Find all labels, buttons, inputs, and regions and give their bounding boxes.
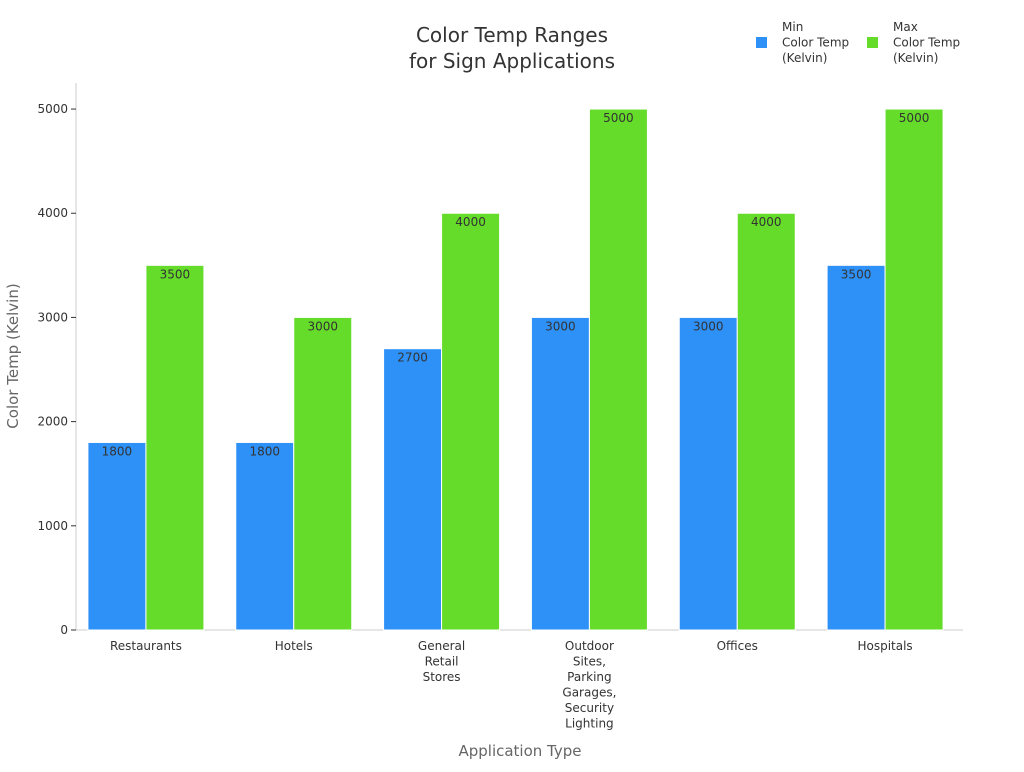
bar-value-label: 3000: [545, 319, 576, 333]
bar-value-label: 3000: [693, 319, 724, 333]
bar-value-label: 1800: [249, 444, 280, 458]
bar-min: [87, 441, 147, 631]
x-category-label-line: Offices: [717, 639, 758, 653]
bars: [87, 108, 944, 631]
bar-min: [678, 316, 738, 631]
bar-min: [530, 316, 590, 631]
bar-min: [826, 264, 886, 631]
x-category-label: General Retail Stores: [418, 639, 465, 684]
bar-max: [736, 212, 796, 631]
x-category-label-line: Parking: [567, 670, 612, 684]
legend-label-line: Color Temp: [782, 36, 849, 50]
bar-value-label: 5000: [603, 111, 634, 125]
bar-value-label: 4000: [751, 215, 782, 229]
chart-title-text: Color Temp Ranges for Sign Applications: [409, 23, 615, 73]
chart-title-line: Color Temp Ranges: [416, 23, 608, 47]
legend-label-line: (Kelvin): [782, 51, 827, 65]
x-category-label-line: Lighting: [565, 717, 614, 731]
y-tick-label: 2000: [37, 415, 68, 429]
bar-value-label: 1800: [102, 444, 133, 458]
bar-value-label: 3500: [841, 267, 872, 281]
x-category-label: Offices: [717, 639, 758, 653]
chart-title: Color Temp Ranges for Sign Applications: [409, 23, 615, 73]
x-category-label-line: Restaurants: [110, 639, 182, 653]
legend-swatch: [867, 37, 878, 48]
bar-max: [293, 316, 353, 631]
legend-swatch: [756, 37, 767, 48]
bar-max: [884, 108, 944, 631]
legend-label-line: Min: [782, 20, 803, 34]
x-category-label-line: Sites,: [573, 655, 606, 669]
x-category-label: Restaurants: [110, 639, 182, 653]
legend-label: Min Color Temp (Kelvin): [782, 20, 849, 65]
category-labels: Restaurants Hotels General Retail Stores Outd…: [110, 639, 913, 731]
legend-label: Max Color Temp (Kelvin): [893, 20, 960, 65]
bar-max: [441, 212, 501, 631]
y-tick-label: 4000: [37, 206, 68, 220]
chart-title-line: for Sign Applications: [409, 49, 615, 73]
axes: 0 1000 2000 3000 4000 5000: [37, 83, 963, 637]
x-category-label: Hospitals: [857, 639, 912, 653]
x-category-label-line: Garages,: [562, 686, 616, 700]
bar-value-labels: 1800 3500 1800 3000 2700 4000 3000 5000 3000 4000…: [102, 111, 930, 458]
y-axis-title: Color Temp (Kelvin): [4, 283, 22, 428]
bar-max: [588, 108, 648, 631]
x-category-label-line: Stores: [423, 670, 461, 684]
legend-label-line: Color Temp: [893, 36, 960, 50]
bar-value-label: 3500: [160, 267, 191, 281]
x-category-label-line: Security: [565, 701, 614, 715]
bar-value-label: 2700: [397, 351, 428, 365]
legend-label-line: Max: [893, 20, 918, 34]
bar-value-label: 4000: [455, 215, 486, 229]
x-category-label-line: General: [418, 639, 465, 653]
y-tick-label: 3000: [37, 310, 68, 324]
x-axis-title: Application Type: [458, 742, 581, 760]
x-category-label-line: Retail: [425, 655, 459, 669]
bar-value-label: 3000: [307, 319, 338, 333]
y-tick-label: 1000: [37, 519, 68, 533]
bar-min: [235, 441, 295, 631]
y-tick-label: 5000: [37, 102, 68, 116]
bar-max: [145, 264, 205, 631]
x-category-label: Outdoor Sites, Parking Garages, Security Ligh…: [562, 639, 616, 731]
x-category-label: Hotels: [275, 639, 313, 653]
legend: Min Color Temp (Kelvin)Max Color Temp (Kelvi…: [756, 20, 960, 65]
legend-label-line: (Kelvin): [893, 51, 938, 65]
y-tick-label: 0: [60, 623, 68, 637]
bar-min: [383, 348, 443, 631]
x-category-label-line: Hospitals: [857, 639, 912, 653]
x-category-label-line: Hotels: [275, 639, 313, 653]
bar-value-label: 5000: [899, 111, 930, 125]
x-category-label-line: Outdoor: [565, 639, 614, 653]
